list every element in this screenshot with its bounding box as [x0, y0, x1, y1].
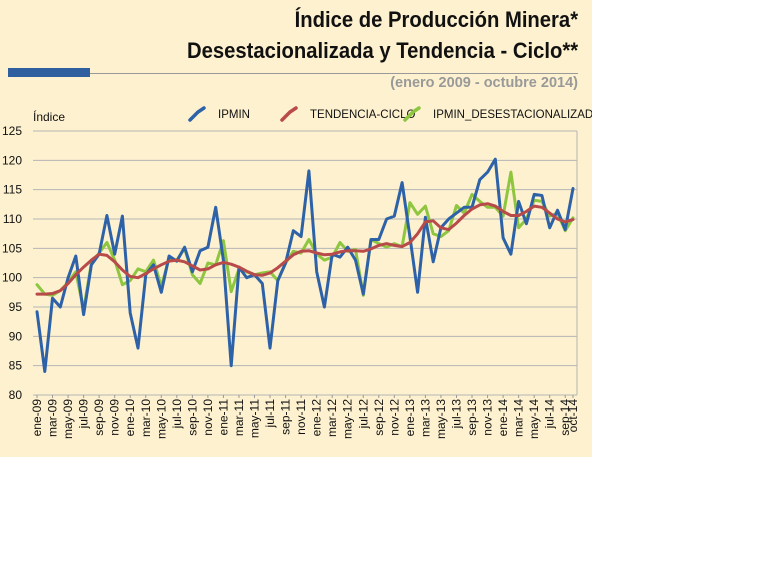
legend-label: IPMIN_DESESTACIONALIZADA: [433, 109, 592, 121]
x-tick-label: jul-10: [170, 399, 184, 430]
x-tick-label: oct-14: [566, 399, 580, 433]
x-tick-label: jul-12: [356, 399, 370, 430]
x-tick-label: jul-11: [263, 399, 277, 429]
x-tick-label: nov-12: [387, 399, 401, 436]
x-tick-label: nov-13: [481, 399, 495, 436]
chart-panel: Índice de Producción Minera* Desestacion…: [0, 0, 592, 457]
y-tick-label: 125: [2, 124, 22, 138]
y-tick-label: 115: [3, 183, 22, 197]
legend-label: TENDENCIA-CICLO: [310, 109, 415, 121]
legend-swatch: [403, 106, 421, 122]
y-tick-label: 105: [2, 241, 22, 255]
x-tick-label: ene-14: [496, 399, 510, 437]
x-tick-label: jul-14: [543, 399, 557, 430]
x-tick-label: may-09: [61, 399, 75, 439]
legend-swatch: [280, 106, 298, 122]
x-tick-label: may-12: [341, 399, 355, 439]
x-tick-label: sep-12: [372, 399, 386, 436]
legend-label: IPMIN: [218, 109, 250, 121]
x-tick-label: nov-09: [108, 399, 122, 436]
y-tick-label: 85: [9, 359, 23, 373]
x-tick-label: nov-10: [201, 399, 215, 436]
title-divider: [90, 73, 578, 74]
chart-title-line1: Índice de Producción Minera*: [294, 7, 578, 32]
x-tick-label: ene-09: [30, 399, 44, 437]
x-tick-label: mar-14: [512, 399, 526, 437]
x-tick-label: mar-09: [46, 399, 60, 437]
x-tick-label: mar-10: [139, 399, 153, 437]
x-tick-label: may-11: [248, 399, 262, 438]
x-tick-label: may-10: [154, 399, 168, 439]
x-tick-label: sep-10: [185, 399, 199, 436]
x-tick-label: mar-13: [418, 399, 432, 437]
x-tick-label: ene-13: [403, 399, 417, 437]
y-tick-label: 100: [2, 271, 22, 285]
y-tick-label: 90: [9, 329, 23, 343]
chart-title-line2: Desestacionalizada y Tendencia - Ciclo**: [186, 38, 578, 63]
series-line-ipmin: [35, 157, 575, 373]
x-tick-label: may-14: [527, 399, 541, 439]
x-tick-label: sep-14: [558, 399, 572, 436]
x-tick-label: jul-13: [449, 399, 463, 430]
x-tick-label: ene-10: [123, 399, 137, 437]
y-tick-label: 95: [9, 300, 23, 314]
x-tick-label: ene-12: [310, 399, 324, 437]
series-line-tendencia-ciclo: [35, 202, 575, 296]
y-tick-label: 120: [2, 153, 22, 167]
x-tick-label: jul-09: [77, 399, 91, 430]
y-axis-label: Índice: [33, 109, 65, 124]
chart-subtitle: (enero 2009 - octubre 2014): [390, 75, 578, 91]
x-tick-label: may-13: [434, 399, 448, 439]
x-tick-label: nov-11: [294, 399, 308, 435]
x-tick-label: sep-09: [92, 399, 106, 436]
x-tick-label: sep-11: [279, 399, 293, 435]
y-tick-label: 110: [3, 212, 22, 226]
x-tick-label: sep-13: [465, 399, 479, 436]
y-tick-label: 80: [9, 388, 23, 402]
x-tick-label: mar-12: [325, 399, 339, 437]
x-tick-label: ene-11: [216, 399, 230, 436]
title-accent-bar: [8, 68, 90, 77]
x-tick-label: mar-11: [232, 399, 246, 436]
legend-swatch: [188, 106, 206, 122]
